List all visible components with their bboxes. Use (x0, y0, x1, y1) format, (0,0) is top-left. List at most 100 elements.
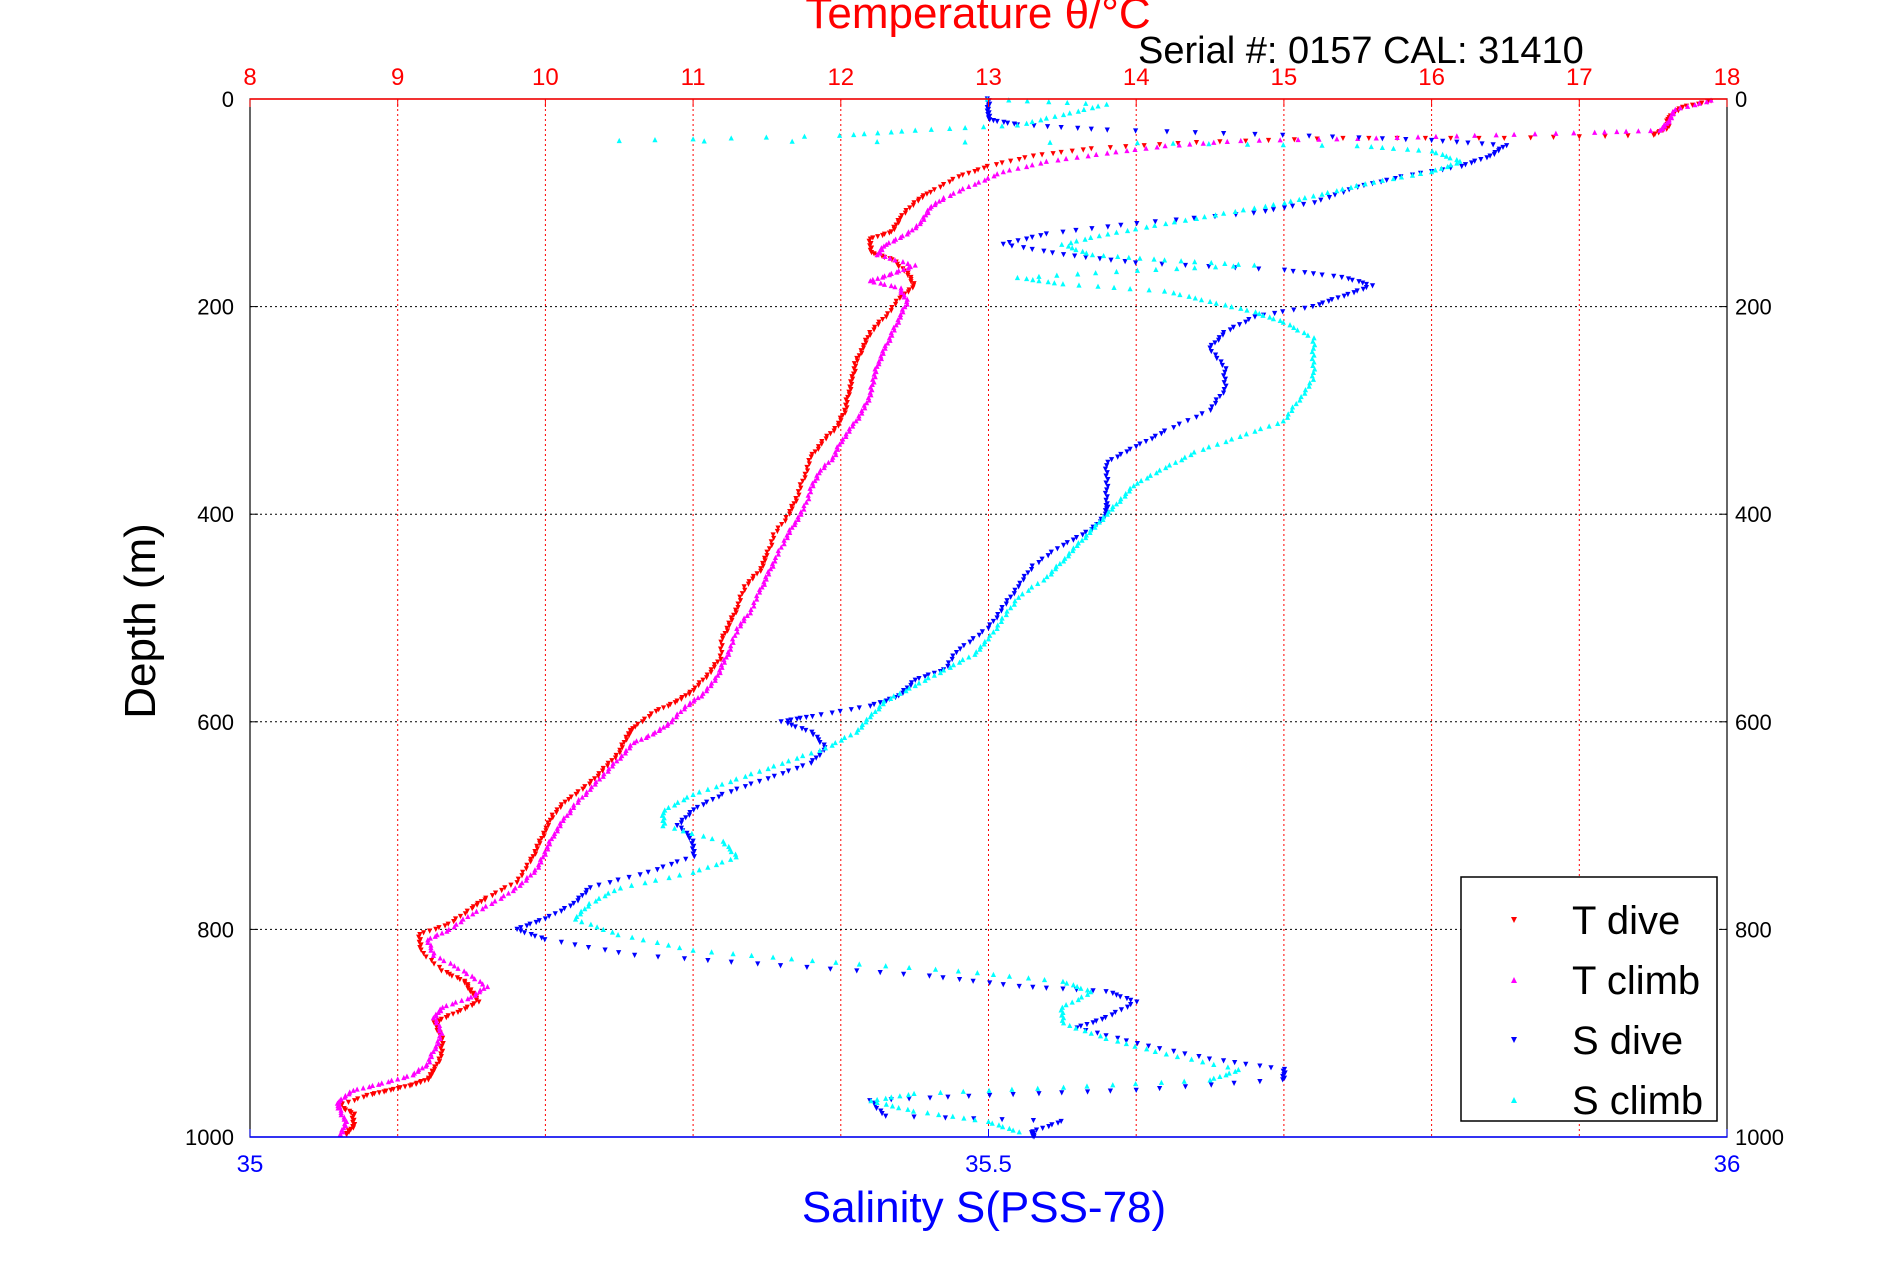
data-point (1592, 129, 1598, 135)
data-point (1074, 154, 1080, 160)
data-point (1141, 143, 1147, 149)
data-point (771, 773, 777, 779)
data-point (999, 160, 1005, 166)
data-point (1218, 359, 1224, 365)
data-point (1104, 127, 1110, 133)
data-point (853, 418, 859, 424)
data-point (666, 874, 672, 881)
data-point (896, 220, 902, 226)
data-point (1054, 272, 1060, 278)
data-point (905, 272, 911, 279)
data-point (344, 1132, 350, 1138)
data-point (1353, 182, 1360, 189)
data-point (1051, 280, 1057, 286)
data-point (1432, 167, 1438, 173)
data-point (469, 1002, 475, 1009)
data-point (455, 1009, 461, 1016)
data-point (772, 554, 779, 561)
data-point (437, 1035, 443, 1041)
data-point (681, 956, 688, 962)
data-point (1181, 1078, 1187, 1084)
data-point (1030, 277, 1036, 283)
data-point (500, 893, 507, 899)
data-point (843, 433, 849, 439)
data-point (1251, 262, 1257, 268)
data-point (1232, 208, 1238, 215)
data-point (719, 781, 725, 787)
data-point (428, 944, 434, 951)
data-point (628, 882, 635, 888)
data-point (720, 636, 726, 642)
data-point (609, 929, 616, 935)
data-point (1341, 293, 1347, 299)
data-point (1088, 126, 1094, 132)
data-point (1029, 563, 1035, 569)
data-point (626, 733, 632, 739)
data-point (892, 284, 898, 290)
data-point (1103, 480, 1109, 486)
data-point (1236, 322, 1243, 328)
data-point (728, 135, 734, 141)
data-point (956, 174, 962, 180)
data-point (1345, 291, 1351, 298)
data-point (1281, 200, 1288, 206)
data-point (686, 812, 692, 818)
data-point (1175, 141, 1181, 147)
data-point (1225, 1064, 1231, 1070)
data-point (899, 128, 905, 134)
data-point (518, 928, 524, 934)
data-point (1152, 222, 1158, 228)
data-point (1117, 994, 1123, 1000)
data-point (1052, 113, 1058, 119)
data-point (1161, 288, 1168, 294)
data-point (1083, 534, 1089, 541)
data-point (1433, 150, 1439, 156)
data-point (1219, 362, 1225, 369)
data-point (1104, 463, 1110, 469)
data-point (1016, 1129, 1022, 1135)
data-point (1220, 332, 1226, 338)
data-point (376, 1090, 382, 1096)
data-point (1220, 390, 1227, 396)
data-point (546, 838, 552, 844)
data-point (710, 797, 716, 803)
data-point (787, 529, 793, 535)
data-point (975, 167, 981, 173)
data-point (476, 999, 482, 1005)
data-point (990, 618, 997, 625)
data-point (737, 594, 743, 600)
data-point (1433, 133, 1439, 139)
data-point (1192, 259, 1198, 265)
data-point (838, 737, 844, 743)
data-point (785, 720, 791, 727)
data-point (897, 690, 903, 696)
data-point (1123, 144, 1129, 150)
data-point (1366, 135, 1372, 142)
data-point (987, 622, 993, 628)
data-point (1075, 996, 1081, 1003)
data-point (1093, 151, 1099, 157)
data-point (1216, 337, 1222, 343)
data-point (1054, 546, 1061, 552)
data-point (916, 675, 922, 682)
data-point (902, 210, 909, 216)
data-point (950, 662, 957, 668)
data-point (899, 306, 905, 312)
data-point (1110, 990, 1116, 997)
data-point (713, 784, 720, 790)
data-point (940, 975, 946, 981)
data-point (582, 906, 588, 912)
data-point (1029, 162, 1035, 168)
data-point (789, 138, 795, 144)
data-point (1088, 146, 1094, 152)
data-point (787, 511, 793, 517)
data-point (481, 985, 487, 991)
data-point (1039, 152, 1045, 158)
data-point (585, 903, 592, 909)
data-point (1462, 162, 1469, 168)
data-point (568, 903, 574, 909)
data-point (912, 677, 918, 683)
data-point (1124, 449, 1130, 455)
data-point (1133, 1087, 1139, 1093)
data-point (1192, 130, 1198, 136)
